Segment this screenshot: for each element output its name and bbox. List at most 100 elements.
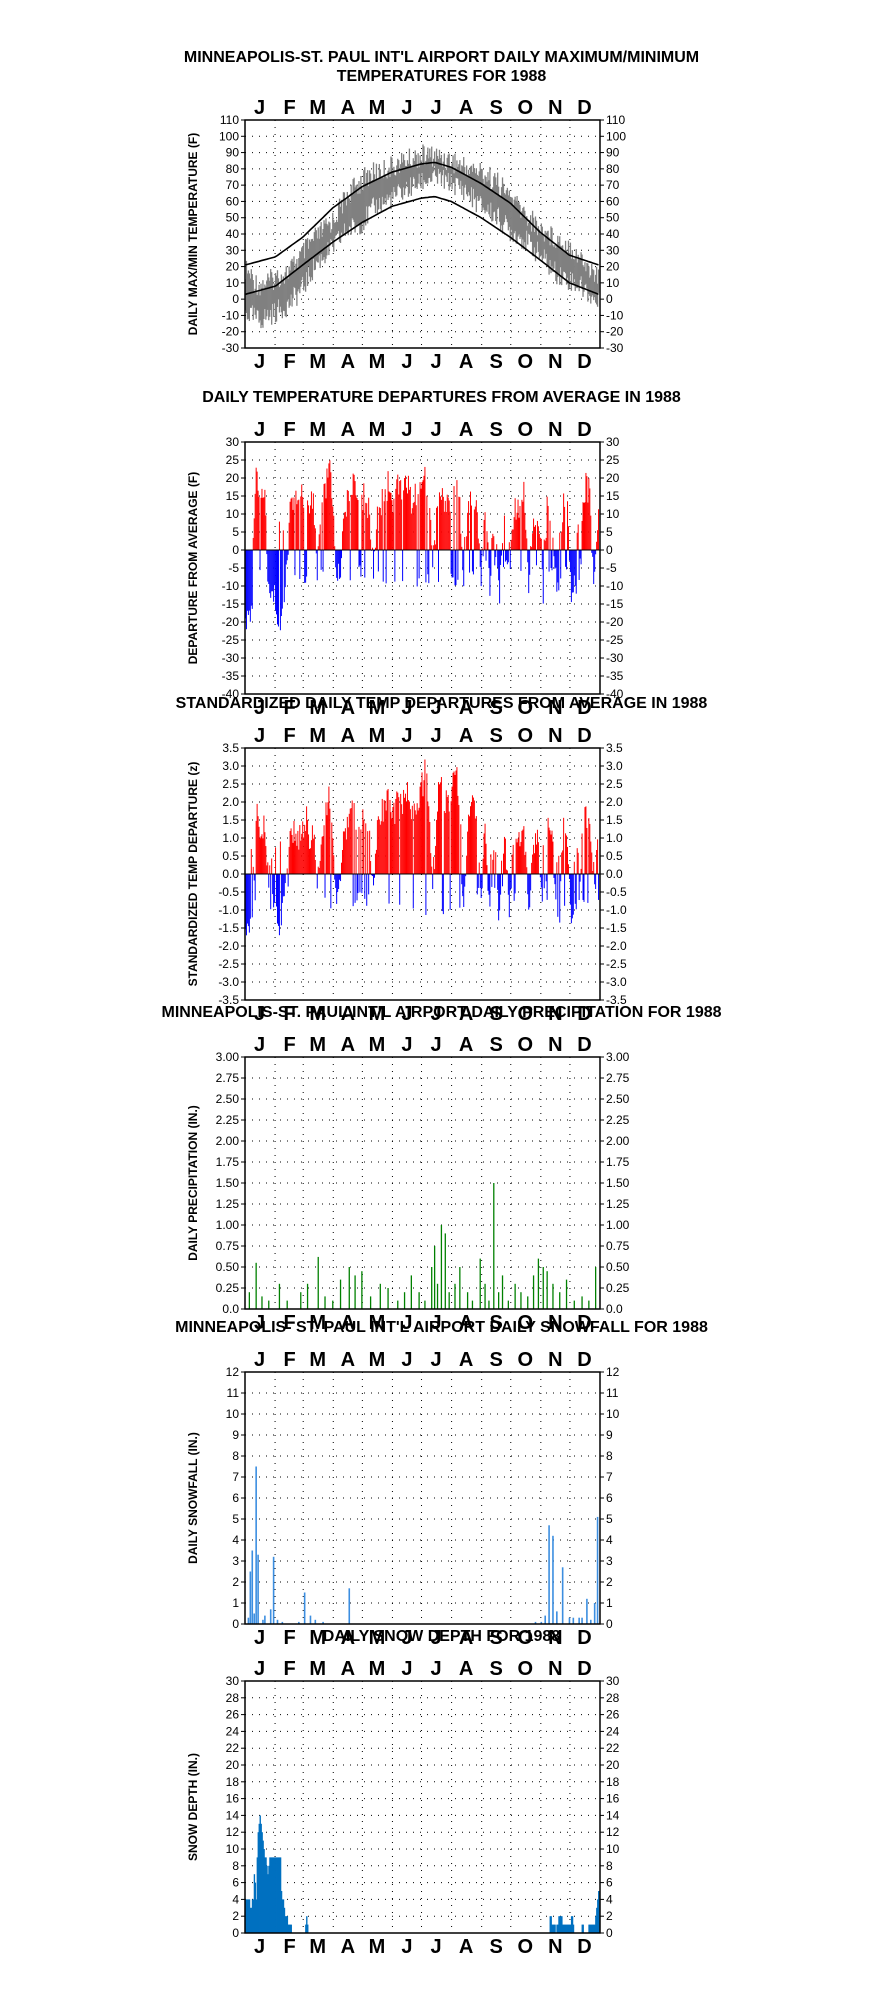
y-tick-label-right: 0 [606, 543, 613, 557]
depth-bar [306, 1916, 308, 1933]
month-label-bottom: S [490, 697, 503, 719]
month-label-top: M [309, 1658, 326, 1680]
month-label-top: O [518, 1034, 534, 1056]
depth-bar [270, 1857, 272, 1933]
depth-bar [598, 1891, 600, 1933]
y-tick-label-right: 3.5 [606, 741, 623, 755]
y-tick-label-left: 70 [226, 178, 240, 192]
depth-bar [264, 1857, 266, 1933]
y-tick-label-left: 5 [232, 525, 239, 539]
month-label-top: F [284, 97, 296, 119]
depth-bar [268, 1865, 270, 1933]
y-tick-label-right: 9 [606, 1428, 613, 1442]
y-tick-label-left: 0.5 [222, 849, 239, 863]
y-tick-label-left: 1.25 [216, 1197, 240, 1211]
depth-bar [275, 1857, 277, 1933]
y-tick-label-right: 10 [606, 1842, 620, 1856]
month-label-bottom: M [369, 1312, 386, 1334]
month-label-bottom: S [490, 1003, 503, 1025]
departures-svg: 30 30 25 25 20 20 15 15 10 10 5 5 0 0 -5 -5 -10 -10 -15 -15… [186, 419, 624, 719]
month-label-top: N [548, 725, 562, 747]
month-label-bottom: A [341, 697, 355, 719]
depth-bar [569, 1924, 572, 1933]
y-tick-label-left: 1.00 [216, 1218, 240, 1232]
month-label-bottom: J [254, 697, 265, 719]
month-label-top: M [309, 1034, 326, 1056]
y-tick-label-right: 11 [606, 1386, 619, 1400]
depth-bar [255, 1899, 258, 1933]
y-tick-label-right: 70 [606, 178, 620, 192]
y-tick-label-right: -2.0 [606, 939, 627, 953]
month-label-top: A [341, 1349, 355, 1371]
chart-frame: 3.00 3.00 2.75 2.75 2.50 2.50 2.25 2.25 2.00 2.00… [186, 1034, 630, 1334]
y-tick-label-left: 1 [232, 1596, 239, 1610]
y-tick-label-left: 2.75 [216, 1071, 240, 1085]
month-label-top: F [284, 725, 296, 747]
y-tick-label-right: 1.0 [606, 831, 623, 845]
y-tick-label-left: 40 [226, 227, 240, 241]
month-label-top: D [577, 419, 591, 441]
depth-bar [269, 1857, 271, 1933]
y-tick-label-left: 0 [232, 543, 239, 557]
month-label-top: N [548, 97, 562, 119]
chart-title: MINNEAPOLIS-ST. PAUL INT'L AIRPORT DAILY… [183, 49, 700, 85]
y-tick-label-right: -35 [606, 669, 624, 683]
plot-border [244, 1371, 601, 1625]
month-label-top: J [401, 419, 412, 441]
y-tick-label-right: 2 [606, 1909, 613, 1923]
plot-border [244, 441, 601, 695]
month-label-top: N [548, 1349, 562, 1371]
month-label-bottom: S [490, 351, 503, 373]
depth-bar [285, 1916, 288, 1933]
y-tick-label-right: 2.25 [606, 1113, 630, 1127]
depth-bar [265, 1857, 267, 1933]
month-label-top: O [518, 725, 534, 747]
y-tick-label-right: 3.0 [606, 759, 623, 773]
y-tick-label-right: 1.75 [606, 1155, 630, 1169]
depth-bar [307, 1924, 309, 1933]
depth-bar [261, 1832, 263, 1933]
normal-high-line [245, 161, 599, 266]
month-label-top: A [341, 419, 355, 441]
y-tick-label-right: -0.5 [606, 885, 627, 899]
month-label-bottom: J [401, 351, 412, 373]
chart-title: DAILY TEMPERATURE DEPARTURES FROM AVERAG… [202, 389, 681, 406]
month-label-bottom: A [341, 1003, 355, 1025]
y-tick-label-right: 80 [606, 162, 620, 176]
y-axis-label: STANDARDIZED TEMP DEPARTURE (z) [186, 762, 200, 987]
month-label-bottom: J [401, 1003, 412, 1025]
month-label-bottom: N [548, 1627, 562, 1649]
y-tick-label-right: 5 [606, 1512, 613, 1526]
y-tick-label-right: 40 [606, 227, 620, 241]
departure-series [244, 759, 600, 936]
month-label-top: M [369, 725, 386, 747]
y-tick-label-left: 8 [232, 1859, 239, 1873]
y-tick-label-left: 6 [232, 1491, 239, 1505]
y-tick-label-left: 2.25 [216, 1113, 240, 1127]
month-label-bottom: M [369, 1936, 386, 1958]
depth-bar [250, 1907, 253, 1933]
y-tick-label-left: 0.25 [216, 1281, 240, 1295]
month-label-top: A [341, 725, 355, 747]
month-label-bottom: S [490, 1627, 503, 1649]
depth-bar [279, 1857, 282, 1933]
y-tick-label-left: 10 [226, 276, 240, 290]
y-tick-label-right: -30 [606, 651, 624, 665]
month-label-bottom: J [431, 697, 442, 719]
month-label-top: O [518, 1658, 534, 1680]
y-tick-label-left: 30 [226, 1674, 240, 1688]
y-tick-label-left: 60 [226, 194, 240, 208]
y-tick-label-left: -30 [222, 341, 240, 355]
month-label-bottom: J [431, 1003, 442, 1025]
y-tick-label-left: 10 [226, 507, 240, 521]
month-label-bottom: F [284, 1312, 296, 1334]
month-label-top: S [490, 419, 503, 441]
y-tick-label-left: 90 [226, 146, 240, 160]
y-tick-label-left: -3.5 [218, 993, 239, 1007]
month-label-top: S [490, 97, 503, 119]
month-label-bottom: J [401, 1627, 412, 1649]
y-tick-label-right: 1.50 [606, 1176, 630, 1190]
month-label-bottom: A [459, 1312, 473, 1334]
y-tick-label-right: -20 [606, 615, 624, 629]
